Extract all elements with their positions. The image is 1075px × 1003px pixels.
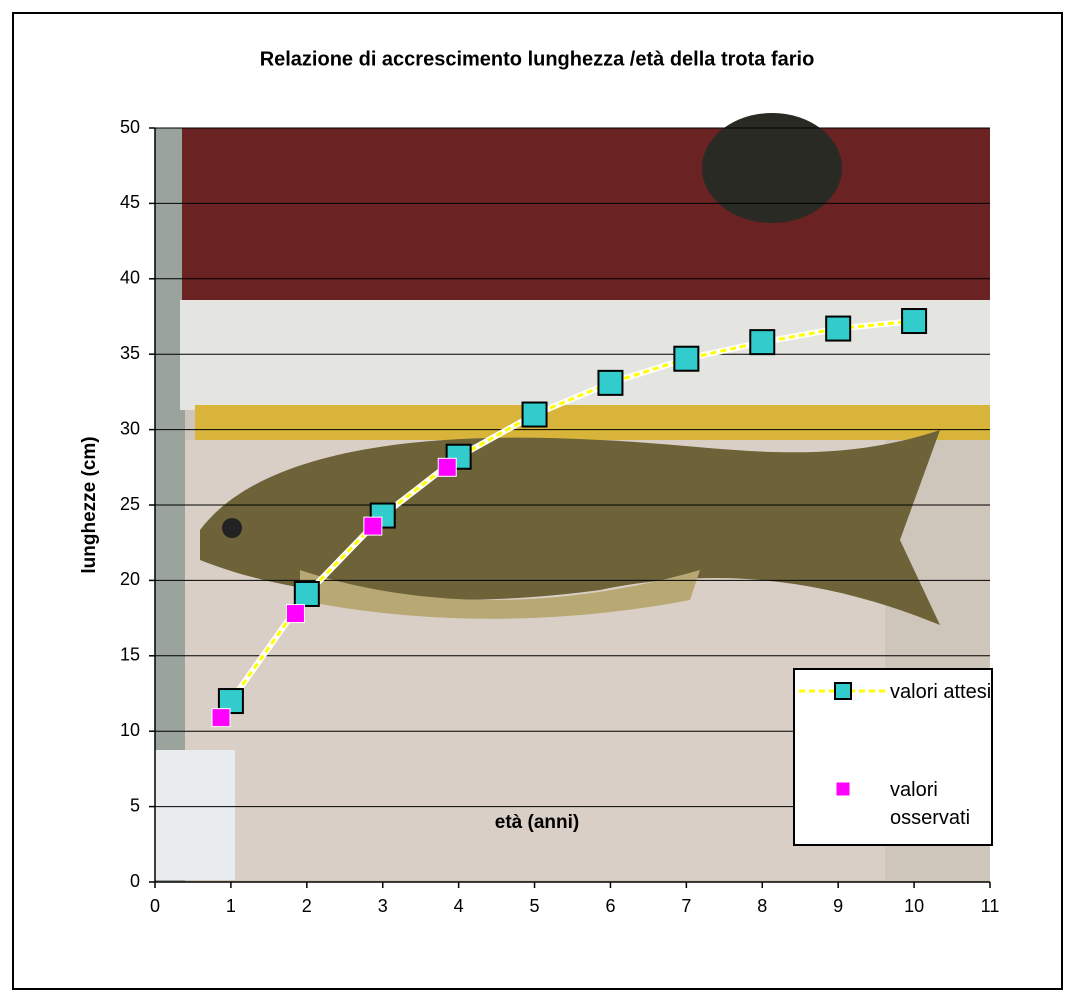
legend-marker xyxy=(835,781,851,797)
point xyxy=(825,315,852,342)
point xyxy=(285,604,305,624)
y-tick-label: 10 xyxy=(120,720,140,740)
chart-title: Relazione di accrescimento lunghezza /et… xyxy=(260,48,815,70)
point xyxy=(597,369,624,396)
x-tick-label: 3 xyxy=(378,896,388,916)
series-line-dash xyxy=(229,319,915,702)
legend-symbol xyxy=(835,781,851,797)
y-tick-label: 0 xyxy=(130,871,140,891)
x-axis-label: età (anni) xyxy=(495,812,579,833)
x-tick-label: 2 xyxy=(302,896,312,916)
point xyxy=(211,708,231,728)
x-tick-label: 10 xyxy=(904,896,924,916)
legend-label: valori osservati xyxy=(890,779,971,829)
y-tick-label: 30 xyxy=(120,418,140,438)
y-tick-label: 50 xyxy=(120,117,140,137)
point xyxy=(437,457,457,477)
point xyxy=(749,329,776,356)
point xyxy=(369,502,396,529)
y-tick-label: 45 xyxy=(120,192,140,212)
x-tick-label: 6 xyxy=(605,896,615,916)
legend-label: valori attesi xyxy=(890,681,992,703)
x-tick-label: 1 xyxy=(226,896,236,916)
y-tick-label: 35 xyxy=(120,343,140,363)
x-tick-label: 7 xyxy=(681,896,691,916)
legend-symbol xyxy=(799,682,885,700)
x-tick-label: 9 xyxy=(833,896,843,916)
legend: valori attesi valori osservati xyxy=(793,668,993,846)
y-tick-label: 40 xyxy=(120,268,140,288)
y-tick-label: 15 xyxy=(120,645,140,665)
y-tick-label: 20 xyxy=(120,569,140,589)
point xyxy=(901,308,928,335)
point xyxy=(521,401,548,428)
x-tick-label: 11 xyxy=(981,896,1000,916)
point xyxy=(293,580,320,607)
x-tick-label: 4 xyxy=(454,896,464,916)
y-tick-label: 25 xyxy=(120,494,140,514)
legend-marker xyxy=(834,682,852,700)
y-tick-label: 5 xyxy=(130,795,140,815)
x-tick-label: 5 xyxy=(530,896,540,916)
x-tick-label: 8 xyxy=(757,896,767,916)
x-tick-label: 0 xyxy=(150,896,160,916)
y-axis-label: lunghezze (cm) xyxy=(79,436,100,573)
point xyxy=(673,345,700,372)
point xyxy=(363,516,383,536)
